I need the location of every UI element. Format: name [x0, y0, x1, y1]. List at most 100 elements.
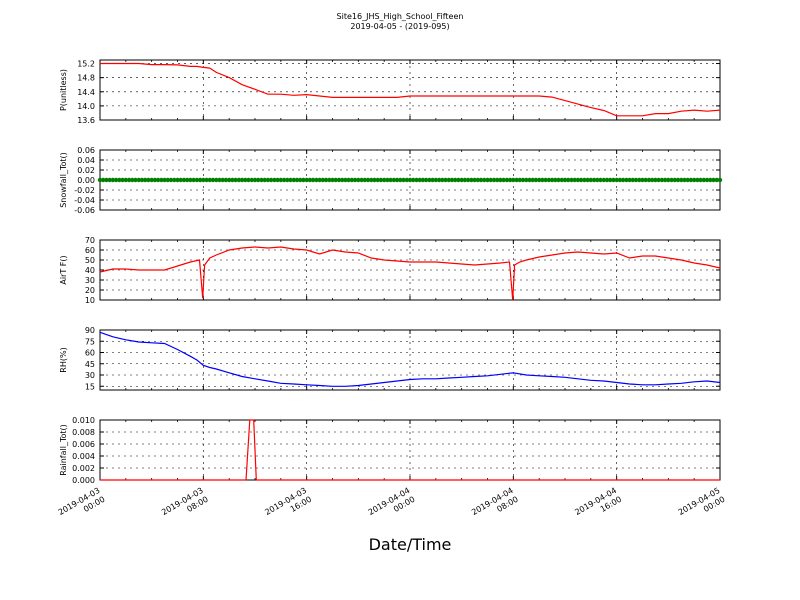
y-tick-label: 60	[85, 349, 95, 358]
data-point	[146, 177, 151, 183]
data-point	[104, 177, 109, 183]
data-point	[666, 177, 671, 183]
data-point	[537, 177, 542, 183]
data-point	[559, 177, 564, 183]
chart-panel-4: 0.000 0.002 0.004 0.006 0.008 0.010 Rainfall_T…	[59, 416, 721, 485]
y-tick-label: 0.000	[72, 476, 95, 485]
data-point	[323, 177, 329, 183]
panels: 13.614.014.414.815.2P(unitless)-0.06-0.0…	[57, 59, 727, 526]
y-tick-label: 14.0	[77, 102, 95, 111]
data-point	[553, 177, 558, 183]
data-point	[278, 177, 283, 183]
y-tick-label: 20	[85, 286, 95, 295]
y-tick-label: 15.2	[77, 60, 95, 69]
y-tick-label: 14.4	[77, 88, 95, 97]
data-point	[482, 177, 487, 183]
data-point	[659, 177, 665, 183]
data-point	[239, 177, 245, 183]
data-point	[646, 177, 652, 183]
data-point	[469, 177, 474, 183]
data-point	[662, 177, 668, 183]
data-point	[310, 177, 316, 183]
data-point	[223, 177, 229, 183]
data-point	[420, 177, 426, 183]
data-point	[624, 177, 629, 183]
data-point	[275, 177, 280, 183]
x-tick-labels: 2019-04-0300:00 2019-04-0308:00 2019-04-03…	[57, 486, 727, 526]
x-tick-label: 2019-04-0308:00	[160, 486, 210, 526]
data-point	[701, 177, 707, 183]
data-point	[126, 177, 132, 183]
data-point	[688, 177, 694, 183]
data-point	[569, 177, 574, 183]
data-point	[591, 177, 597, 183]
data-point	[643, 177, 648, 183]
chart-panel-0: 13.6 14.0 14.4 14.8 15.2 P(unitless)	[59, 59, 721, 125]
data-point	[298, 177, 303, 183]
data-point	[143, 177, 148, 183]
y-tick-label: 0.004	[72, 452, 95, 461]
data-point	[449, 177, 455, 183]
data-point	[504, 177, 510, 183]
data-point	[501, 177, 506, 183]
data-point	[372, 177, 377, 183]
data-point	[107, 177, 112, 183]
data-point	[252, 177, 258, 183]
data-point	[191, 177, 196, 183]
data-point	[197, 177, 203, 183]
data-point	[556, 177, 561, 183]
data-point	[272, 177, 277, 183]
data-point	[407, 177, 413, 183]
data-point	[530, 177, 535, 183]
y-axis-label: Rainfall_Tot()	[59, 424, 68, 476]
data-point	[672, 177, 677, 183]
data-point	[637, 177, 642, 183]
data-point	[294, 177, 300, 183]
data-point	[714, 177, 719, 183]
data-point	[459, 177, 464, 183]
data-point	[317, 177, 322, 183]
data-point	[233, 177, 238, 183]
data-point	[130, 177, 135, 183]
data-point	[162, 177, 167, 183]
data-point	[640, 177, 645, 183]
data-point	[113, 177, 119, 183]
chart-panel-3: 15 30 45 60 75 90 RH(%)	[59, 326, 721, 391]
y-tick-label: 45	[85, 360, 95, 369]
data-point	[478, 177, 484, 183]
data-point	[288, 177, 293, 183]
data-point	[675, 177, 681, 183]
data-point	[653, 177, 658, 183]
data-point	[620, 177, 626, 183]
data-point	[220, 177, 225, 183]
y-tick-label: 14.8	[77, 74, 95, 83]
data-point	[185, 177, 190, 183]
y-tick-label: 0.02	[77, 166, 95, 175]
data-point	[462, 177, 468, 183]
data-point	[465, 177, 471, 183]
data-point	[356, 177, 361, 183]
data-point	[507, 177, 513, 183]
data-point	[159, 177, 164, 183]
data-point	[181, 177, 187, 183]
data-point	[336, 177, 342, 183]
y-tick-label: 0.00	[77, 176, 95, 185]
series-line	[99, 331, 721, 387]
data-point	[423, 177, 429, 183]
data-point	[495, 177, 500, 183]
x-tick-label: 2019-04-0500:00	[677, 486, 727, 526]
data-point	[388, 177, 393, 183]
y-tick-label: 30	[85, 276, 95, 285]
data-point	[708, 177, 713, 183]
data-point	[527, 177, 532, 183]
data-point	[194, 177, 200, 183]
data-point	[139, 177, 145, 183]
data-point	[588, 177, 593, 183]
y-tick-label: -0.02	[74, 186, 95, 195]
data-point	[704, 177, 710, 183]
data-point	[385, 177, 390, 183]
y-tick-label: 50	[85, 256, 95, 265]
data-point	[307, 177, 313, 183]
